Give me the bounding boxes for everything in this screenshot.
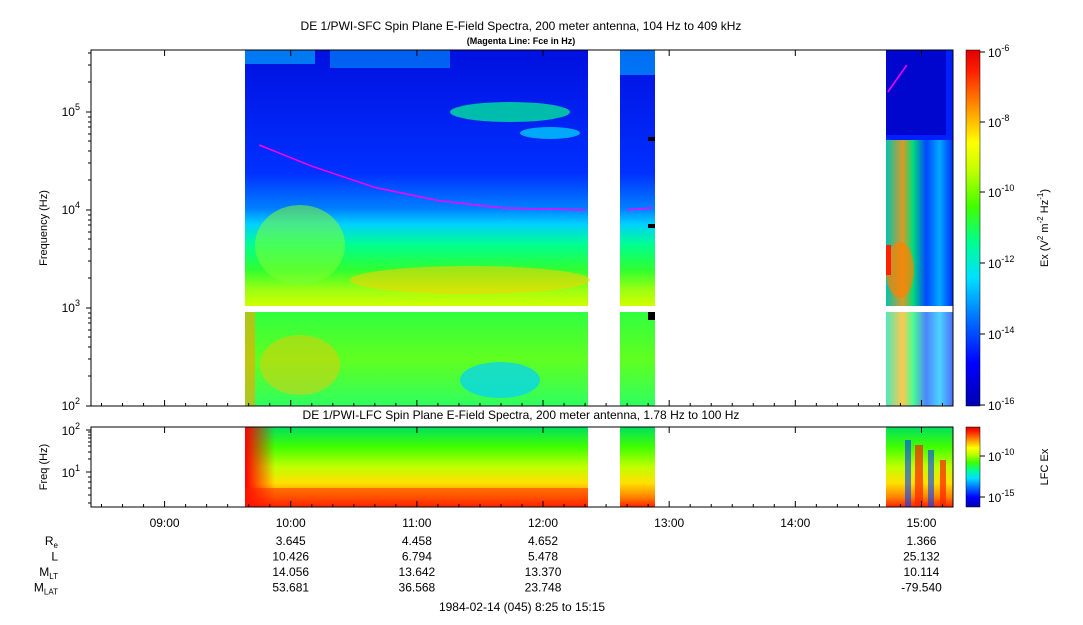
sfc-segment-2: [620, 50, 655, 406]
footer-time-range: 1984-02-14 (045) 8:25 to 15:15: [439, 600, 605, 614]
x-tick-label: 12:00: [528, 516, 558, 530]
lfc-ylabel: Freq (Hz): [38, 444, 50, 490]
ephemeris-value: 23.748: [525, 581, 562, 595]
x-axis: 09:00 10:00 11:00 12:00 13:00 14:00 15:00: [101, 50, 943, 530]
sfc-title: DE 1/PWI-SFC Spin Plane E-Field Spectra,…: [301, 19, 742, 33]
x-tick-label: 13:00: [654, 516, 684, 530]
cbar-tick-1e-8: 10-8: [988, 113, 1009, 130]
lfc-ytick-1e1: 101: [62, 463, 80, 480]
lfc-cbar-tick-1e-15: 10-15: [988, 488, 1014, 505]
ephemeris-value: 4.458: [402, 534, 432, 548]
ephemeris-row-label: MLT: [39, 565, 58, 581]
sfc-subtitle: (Magenta Line: Fce in Hz): [467, 36, 576, 46]
lfc-segment-1: [245, 427, 588, 507]
cbar-tick-1e-6: 10-6: [988, 43, 1009, 60]
lfc-title: DE 1/PWI-LFC Spin Plane E-Field Spectra,…: [303, 408, 740, 422]
ephemeris-value: -79.540: [901, 581, 942, 595]
ephemeris-value: 10.426: [272, 550, 309, 564]
x-tick-label: 15:00: [906, 516, 936, 530]
ephemeris-row-label: MLAT: [34, 581, 58, 597]
sfc-ytick-1e3: 103: [62, 298, 80, 315]
lfc-colorbar-label: LFC Ex: [1039, 448, 1051, 485]
ephemeris-value: 36.568: [399, 581, 436, 595]
lfc-segment-2: [620, 427, 655, 507]
sfc-y-axis: [86, 52, 91, 407]
x-tick-label: 11:00: [402, 516, 431, 530]
cbar-tick-1e-14: 10-14: [988, 325, 1014, 342]
x-tick-label: 09:00: [150, 516, 180, 530]
ephemeris-value: 3.645: [276, 534, 306, 548]
ephemeris-value: 13.370: [525, 565, 562, 579]
x-tick-label: 10:00: [276, 516, 306, 530]
x-tick-label: 14:00: [780, 516, 810, 530]
fce-line-segment-2: [627, 207, 653, 211]
lfc-ytick-1e2: 102: [62, 421, 80, 438]
cbar-tick-1e-12: 10-12: [988, 254, 1014, 271]
lfc-segment-3: [886, 427, 953, 507]
ephemeris-row-label: L: [51, 550, 58, 564]
ephemeris-table: Re 3.645 4.458 4.652 1.366 L 10.426 6.794 5.478 2…: [34, 534, 942, 597]
ephemeris-value: 6.794: [402, 550, 432, 564]
sfc-ylabel: Frequency (Hz): [38, 190, 50, 266]
ephemeris-value: 1.366: [906, 534, 936, 548]
cbar-tick-1e-10: 10-10: [988, 183, 1014, 200]
sfc-ytick-1e4: 104: [62, 200, 80, 217]
sfc-segment-1: [245, 50, 590, 406]
ephemeris-value: 5.478: [528, 550, 558, 564]
ephemeris-value: 53.681: [272, 581, 309, 595]
cbar-tick-1e-16: 10-16: [988, 396, 1014, 413]
ephemeris-value: 10.114: [904, 565, 940, 579]
ephemeris-value: 25.132: [903, 550, 940, 564]
sfc-ytick-1e2: 102: [62, 396, 80, 413]
sfc-colorbar-label: Ex (V2 m-2 Hz-1): [1036, 189, 1051, 267]
ephemeris-value: 14.056: [272, 565, 309, 579]
ephemeris-row-label: Re: [45, 534, 59, 550]
lfc-cbar-tick-1e-10: 10-10: [988, 447, 1014, 464]
fce-line-segment-3: [887, 64, 908, 93]
sfc-ytick-1e5: 105: [62, 102, 80, 119]
ephemeris-value: 4.652: [528, 534, 558, 548]
sfc-colorbar: [965, 49, 981, 407]
fce-line: [258, 144, 586, 211]
lfc-colorbar: [965, 426, 981, 508]
sfc-segment-3: [886, 50, 953, 406]
ephemeris-value: 13.642: [399, 565, 436, 579]
